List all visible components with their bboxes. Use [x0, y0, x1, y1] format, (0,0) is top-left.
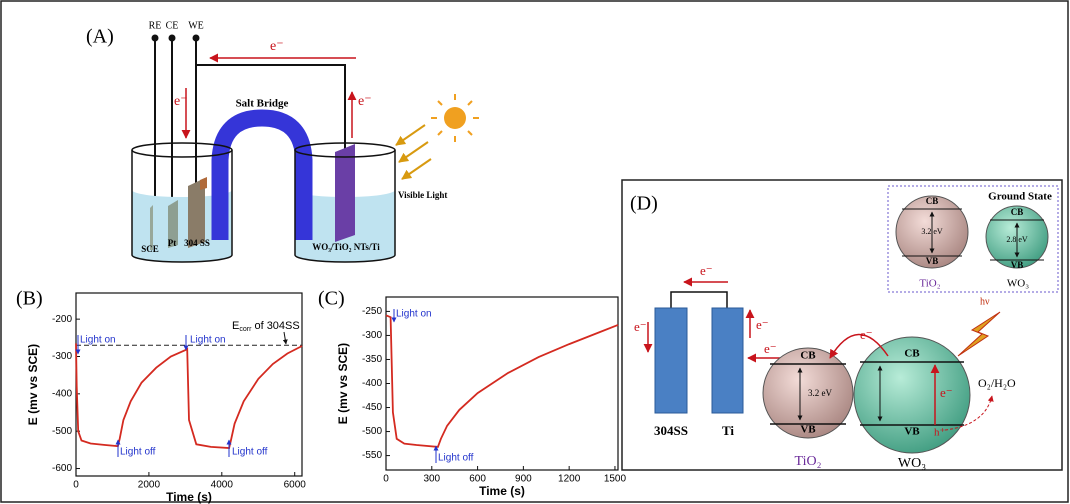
- plot-frame: [386, 297, 618, 470]
- panel-label: (D): [630, 193, 658, 215]
- gap-label: 3.2 eV: [808, 388, 832, 398]
- reference-label-part: of 304SS: [251, 320, 299, 332]
- y-tick-label: -550: [362, 450, 382, 461]
- annotation: Light off: [438, 453, 474, 464]
- electron-label: e⁻: [700, 263, 713, 278]
- electrode-label: 304 SS: [184, 238, 210, 248]
- band-label: VB: [904, 426, 920, 438]
- y-tick-label: -450: [362, 402, 382, 413]
- panel-label: (B): [16, 288, 43, 310]
- y-tick-label: -400: [362, 378, 382, 389]
- band-label: VB: [800, 424, 816, 436]
- x-tick-label: 600: [469, 474, 486, 485]
- electrode-label: Pt: [168, 238, 177, 248]
- material-label: TiO₂: [795, 454, 822, 469]
- y-tick-label: -350: [362, 354, 382, 365]
- y-tick-label: -300: [362, 330, 382, 341]
- inset-title: Ground State: [988, 191, 1052, 203]
- electron-label: e⁻: [270, 39, 284, 54]
- y-tick-label: -600: [52, 463, 72, 474]
- x-tick-label: 900: [515, 474, 532, 485]
- y-tick-label: -500: [362, 426, 382, 437]
- reference-label-part: corr: [239, 326, 252, 333]
- y-tick-label: -200: [52, 314, 72, 325]
- annotation: Light on: [396, 309, 432, 320]
- band-label: CB: [800, 350, 816, 362]
- band-label: CB: [1011, 207, 1024, 217]
- y-tick-label: -400: [52, 388, 72, 399]
- gap-label: 3.2 eV: [921, 227, 943, 236]
- electron-label: e⁻: [940, 385, 953, 400]
- gap-label: 2.8 eV: [1006, 235, 1028, 244]
- data-line: [386, 315, 618, 447]
- x-tick-label: 1500: [604, 474, 627, 485]
- x-axis-title: Time (s): [166, 490, 212, 504]
- panel-a: (A) RE CE WE e⁻ e⁻ e⁻ Salt Bridge Visibl…: [86, 20, 479, 262]
- y-tick-label: -250: [362, 306, 382, 317]
- y-tick-label: -500: [52, 426, 72, 437]
- electron-label: e⁻: [756, 317, 769, 332]
- x-tick-label: 0: [383, 474, 389, 485]
- panel-label: (A): [86, 26, 114, 48]
- y-tick-label: -300: [52, 351, 72, 362]
- electron-label: e⁻: [764, 341, 777, 356]
- figure: (A) RE CE WE e⁻ e⁻ e⁻ Salt Bridge Visibl…: [0, 0, 1070, 504]
- x-tick-label: 0: [73, 480, 79, 491]
- hole-label: h⁺: [934, 427, 946, 439]
- x-tick-label: 1200: [558, 474, 581, 485]
- data-line: [76, 343, 302, 448]
- electron-label: e⁻: [860, 327, 873, 342]
- band-label: CB: [904, 348, 920, 360]
- material-label: WO₃: [1007, 278, 1029, 290]
- terminal: WE: [188, 20, 204, 31]
- reference-label: Ecorr of 304SS: [232, 320, 300, 333]
- panel-label: (C): [318, 288, 345, 310]
- annotation-arrow: [284, 332, 286, 344]
- annotation: Light off: [120, 447, 156, 458]
- salt-bridge-label: Salt Bridge: [236, 98, 289, 110]
- y-axis-title: E (mv vs SCE): [26, 344, 40, 425]
- electrode-label: SCE: [141, 244, 159, 254]
- photon-label: hν: [980, 296, 990, 307]
- band-label: CB: [926, 196, 939, 206]
- electrode-label: WO₃/TiO₂ NTs/Ti: [312, 242, 380, 252]
- light-label: Visible Light: [398, 190, 447, 200]
- panel-d: (D) e⁻ e⁻ e⁻ e⁻ 304SS Ti CB VB 3.2 eV Ti…: [622, 180, 1062, 471]
- annotation: Light off: [232, 447, 268, 458]
- x-axis-title: Time (s): [479, 484, 525, 498]
- plate-label: 304SS: [654, 423, 688, 438]
- material-label: TiO₂: [919, 278, 940, 290]
- terminal: CE: [166, 20, 179, 31]
- annotation: Light on: [80, 335, 116, 346]
- electron-label: e⁻: [358, 94, 372, 109]
- band-label: VB: [926, 256, 939, 266]
- electron-label: e⁻: [174, 94, 188, 109]
- reference-label-part: E: [232, 320, 239, 332]
- x-tick-label: 300: [423, 474, 440, 485]
- plate-label: Ti: [722, 423, 734, 438]
- y-axis-title: E (mv vs SCE): [336, 343, 350, 424]
- annotation: Light on: [190, 335, 226, 346]
- material-label: WO₃: [898, 456, 926, 471]
- x-tick-label: 4000: [211, 480, 234, 491]
- terminal: RE: [149, 20, 162, 31]
- x-tick-label: 2000: [138, 480, 161, 491]
- product-label: O₂/H₂O: [978, 376, 1016, 390]
- x-tick-label: 6000: [284, 480, 307, 491]
- electron-label: e⁻: [634, 319, 647, 334]
- band-label: VB: [1011, 260, 1024, 270]
